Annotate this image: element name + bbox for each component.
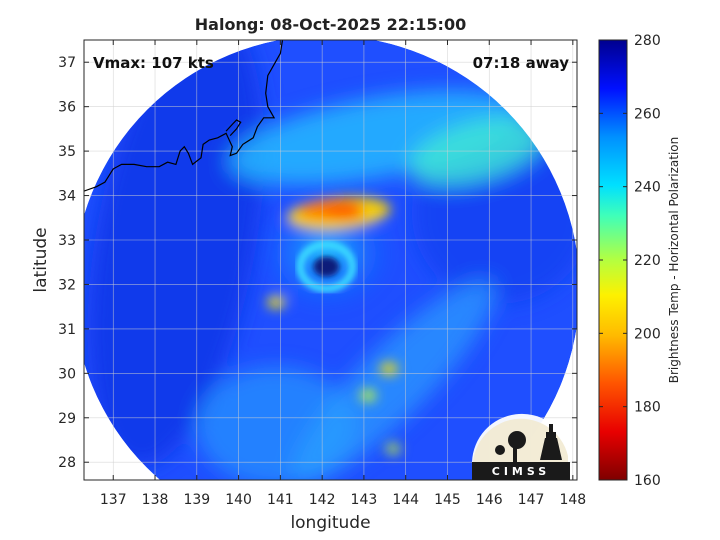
- y-tick-label: 37: [58, 55, 76, 71]
- x-tick-label: 147: [518, 492, 545, 508]
- x-tick-label: 145: [434, 492, 461, 508]
- colorbar-tick-label: 200: [634, 326, 661, 342]
- x-tick-label: 138: [142, 492, 169, 508]
- x-tick-label: 139: [183, 492, 210, 508]
- time-away-annotation: 07:18 away: [473, 54, 570, 72]
- grid-lines: [84, 40, 577, 480]
- x-axis-label: longitude: [290, 513, 370, 533]
- y-tick-label: 28: [58, 455, 76, 471]
- colorbar-tick-label: 180: [634, 400, 661, 416]
- y-tick-label: 30: [58, 366, 76, 382]
- x-tick-label: 144: [392, 492, 419, 508]
- vmax-annotation: Vmax: 107 kts: [93, 54, 214, 72]
- colorbar: 160 180 200 220 240 260 280 Brightness Temp - …: [598, 33, 681, 489]
- x-tick-label: 148: [559, 492, 586, 508]
- y-axis-label: latitude: [31, 227, 51, 292]
- y-tick-label: 29: [58, 411, 76, 427]
- logo-text: CIMSS: [492, 465, 550, 478]
- colorbar-tick-label: 220: [634, 253, 661, 269]
- y-tick-label: 34: [58, 189, 76, 205]
- y-tick-label: 32: [58, 277, 76, 293]
- x-tick-label: 141: [267, 492, 294, 508]
- x-tick-label: 146: [476, 492, 503, 508]
- colorbar-ramp: [598, 39, 628, 481]
- colorbar-label: Brightness Temp - Horizontal Polarizatio…: [667, 137, 681, 384]
- cimss-logo: CIMSS: [472, 413, 570, 480]
- y-tick-label: 33: [58, 233, 76, 249]
- colorbar-tick-label: 160: [634, 473, 661, 489]
- x-tick-label: 137: [100, 492, 127, 508]
- x-tick-label: 142: [309, 492, 336, 508]
- y-tick-label: 31: [58, 322, 76, 338]
- x-tick-label: 143: [351, 492, 378, 508]
- colorbar-tick-label: 260: [634, 106, 661, 122]
- coastline: [84, 40, 284, 192]
- plot-frame: [83, 39, 578, 481]
- y-tick-label: 36: [58, 100, 76, 116]
- colorbar-tick-label: 240: [634, 180, 661, 196]
- y-tick-label: 35: [58, 144, 76, 160]
- y-axis-ticks: 28 29 30 31 32 33 34 35 36 37: [58, 55, 577, 471]
- colorbar-tick-label: 280: [634, 33, 661, 49]
- chart-title: Halong: 08-Oct-2025 22:15:00: [195, 15, 466, 34]
- x-tick-label: 140: [225, 492, 252, 508]
- x-axis-ticks: 137 138 139 140 141 142 143 144 145 146 147 148: [100, 40, 586, 508]
